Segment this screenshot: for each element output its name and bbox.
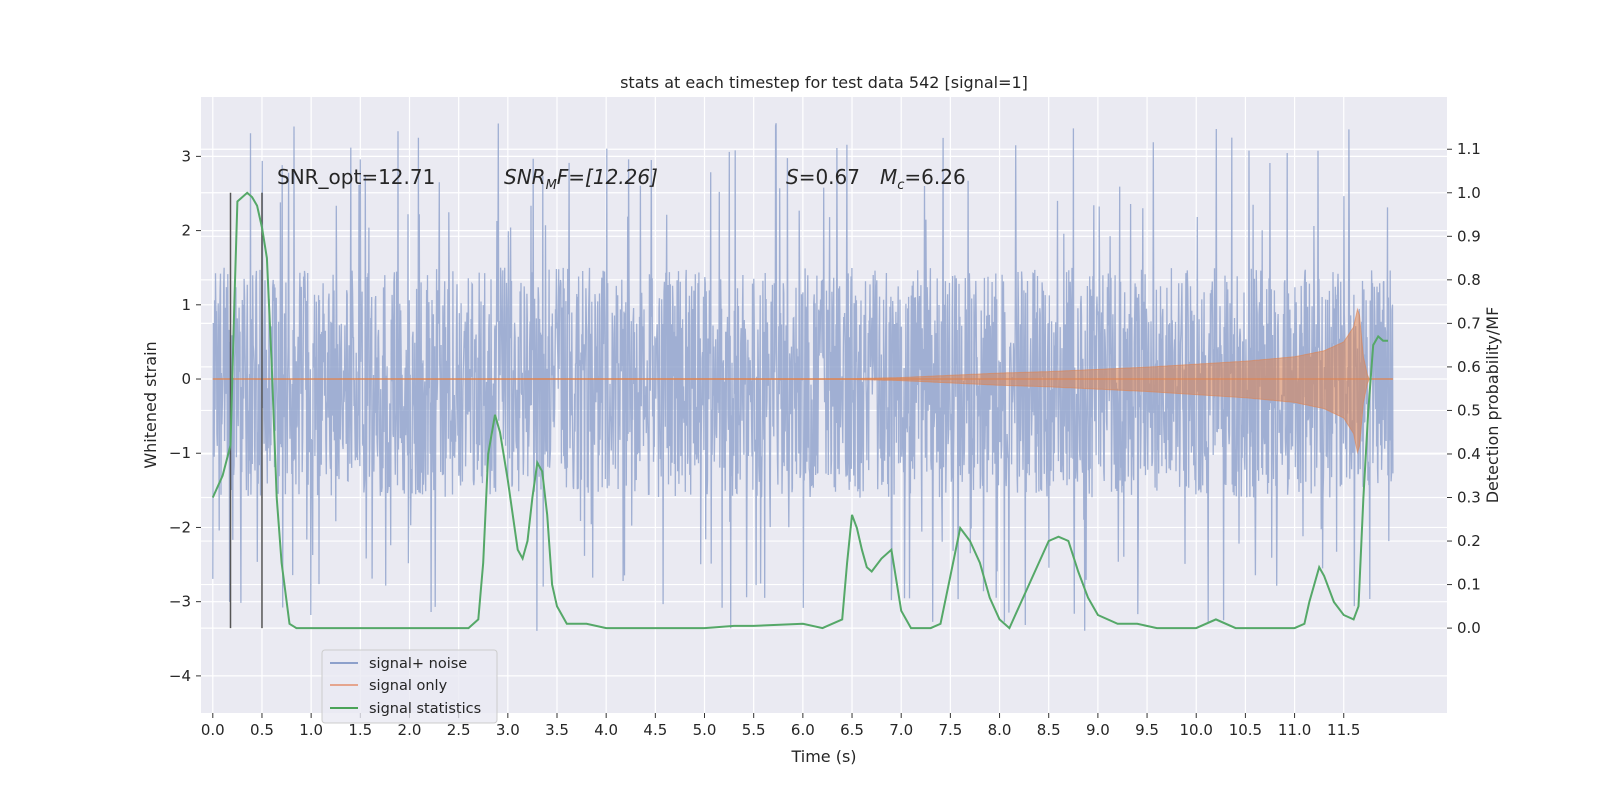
x-tick-label-2: 1.0: [299, 721, 323, 739]
annotation-mc-label: M: [880, 165, 897, 189]
statistics-series: [211, 191, 1388, 630]
annotation-snr-mf-rest: F=[12.26]: [557, 165, 658, 189]
noise-series: [212, 123, 1394, 631]
legend-box: [321, 649, 498, 724]
x-tick-label-7: 3.5: [545, 721, 569, 739]
annotation-mc: Mc=6.26: [880, 165, 966, 193]
y-right-tick-label-8: 0.8: [1457, 271, 1481, 289]
x-tick-label-19: 9.5: [1135, 721, 1159, 739]
y-left-tick-label-2: −2: [169, 518, 191, 536]
x-tick-label-3: 1.5: [348, 721, 372, 739]
x-tick-label-17: 8.5: [1037, 721, 1061, 739]
x-tick-label-1: 0.5: [250, 721, 274, 739]
y-right-tick-label-5: 0.5: [1457, 401, 1481, 419]
x-tick-label-21: 10.5: [1229, 721, 1262, 739]
y-left-tick-label-3: −1: [169, 444, 191, 462]
y-left-tick-label-7: 3: [181, 147, 191, 165]
annotation-s: S=0.67: [786, 165, 860, 189]
legend-label-statistics: signal statistics: [369, 701, 481, 717]
y-right-tick-label-11: 1.1: [1457, 140, 1481, 158]
x-tick-label-12: 6.0: [791, 721, 815, 739]
annotation-snr-opt: SNR_opt=12.71: [277, 165, 435, 189]
annotation-mc-sub: c: [897, 178, 904, 193]
annotation-snr-mf-sub: M: [546, 178, 557, 193]
x-tick-label-13: 6.5: [840, 721, 864, 739]
x-axis-ticks: 0.0 0.5 1.0 1.5 2.0 2.5 3.0 3.5 4.0 4.5 5.0 5.5 6.0 6…: [201, 713, 1360, 739]
x-tick-label-6: 3.0: [496, 721, 520, 739]
y-right-tick-label-7: 0.7: [1457, 314, 1481, 332]
x-tick-label-18: 9.0: [1086, 721, 1110, 739]
y-left-axis-label: Whitened strain: [141, 341, 160, 468]
x-tick-label-20: 10.0: [1180, 721, 1213, 739]
x-tick-label-15: 7.5: [938, 721, 962, 739]
y-left-tick-label-5: 1: [181, 296, 191, 314]
annotation-snr-mf: SNRMF=[12.26]: [504, 165, 658, 193]
y-right-tick-label-6: 0.6: [1457, 358, 1481, 376]
y-right-tick-label-9: 0.9: [1457, 227, 1481, 245]
legend: signal+ noise signal only signal statist…: [321, 649, 498, 724]
y-right-tick-label-10: 1.0: [1457, 184, 1481, 202]
y-left-tick-label-6: 2: [181, 222, 191, 240]
chart-title: stats at each timestep for test data 542…: [620, 73, 1028, 92]
noise-trace: [212, 123, 1394, 631]
y-right-tick-label-2: 0.2: [1457, 532, 1481, 550]
annotation-snr-mf-label: SNR: [504, 165, 546, 189]
x-tick-label-16: 8.0: [988, 721, 1012, 739]
signal-only-series: [212, 307, 1393, 455]
y-right-axis-ticks: 0.0 0.1 0.2 0.3 0.4 0.5 0.6 0.7 0.8 0.9 1.0 1.1: [1447, 140, 1481, 637]
y-right-tick-label-0: 0.0: [1457, 619, 1481, 637]
x-tick-label-14: 7.0: [889, 721, 913, 739]
statistics-line: [211, 191, 1388, 630]
annotation-s-value: =0.67: [799, 165, 860, 189]
y-right-tick-label-1: 0.1: [1457, 576, 1481, 594]
x-axis-label: Time (s): [790, 747, 856, 766]
x-tick-label-4: 2.0: [398, 721, 422, 739]
annotation-mc-value: =6.26: [904, 165, 965, 189]
x-tick-label-10: 5.0: [693, 721, 717, 739]
y-right-tick-label-3: 0.3: [1457, 489, 1481, 507]
legend-label-noise: signal+ noise: [369, 656, 467, 672]
y-left-tick-label-0: −4: [169, 667, 191, 685]
y-left-tick-label-4: 0: [181, 370, 191, 388]
x-tick-label-23: 11.5: [1327, 721, 1360, 739]
annotation-s-label: S: [786, 165, 799, 189]
y-right-tick-label-4: 0.4: [1457, 445, 1481, 463]
x-tick-label-22: 11.0: [1278, 721, 1311, 739]
x-tick-label-8: 4.0: [594, 721, 618, 739]
y-left-axis-ticks: −4 −3 −2 −1 0 1 2 3: [169, 147, 201, 685]
x-tick-label-11: 5.5: [742, 721, 766, 739]
y-left-tick-label-1: −3: [169, 593, 191, 611]
x-tick-label-5: 2.5: [447, 721, 471, 739]
legend-label-signal: signal only: [369, 678, 448, 694]
y-right-axis-label: Detection probability/MF: [1483, 307, 1502, 504]
x-tick-label-9: 4.5: [643, 721, 667, 739]
x-tick-label-0: 0.0: [201, 721, 225, 739]
